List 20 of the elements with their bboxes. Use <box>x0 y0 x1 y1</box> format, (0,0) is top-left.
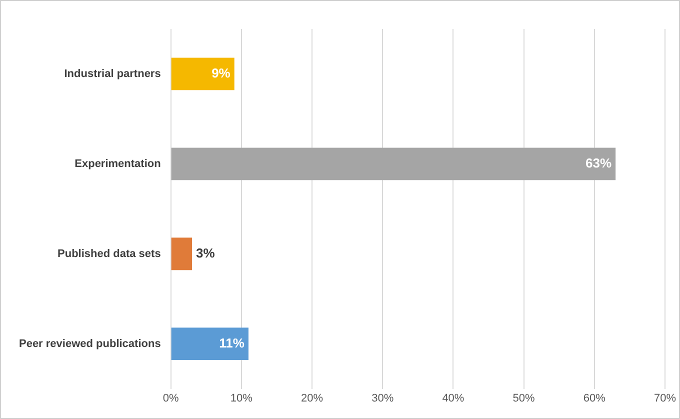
bar <box>171 58 234 90</box>
y-tick-label: Peer reviewed publications <box>18 338 161 350</box>
data-label: 9% <box>212 66 231 81</box>
y-tick-label: Industrial partners <box>64 68 161 80</box>
y-tick-label: Experimentation <box>74 158 162 170</box>
x-tick-label: 30% <box>372 392 394 404</box>
x-tick-label: 60% <box>583 392 606 404</box>
x-tick-label: 50% <box>512 392 536 404</box>
data-label: 63% <box>586 156 612 171</box>
x-tick-label: 10% <box>230 392 253 404</box>
bar <box>171 148 616 180</box>
x-tick-label: 70% <box>654 392 676 404</box>
bar <box>171 328 248 360</box>
bar <box>171 238 192 270</box>
x-tick-label: 40% <box>442 392 464 404</box>
data-label: 3% <box>196 245 216 260</box>
data-label: 11% <box>219 335 245 350</box>
y-tick-label: Published data sets <box>58 248 161 260</box>
x-tick-label: 20% <box>301 392 324 404</box>
x-tick-label: 0% <box>162 392 179 404</box>
